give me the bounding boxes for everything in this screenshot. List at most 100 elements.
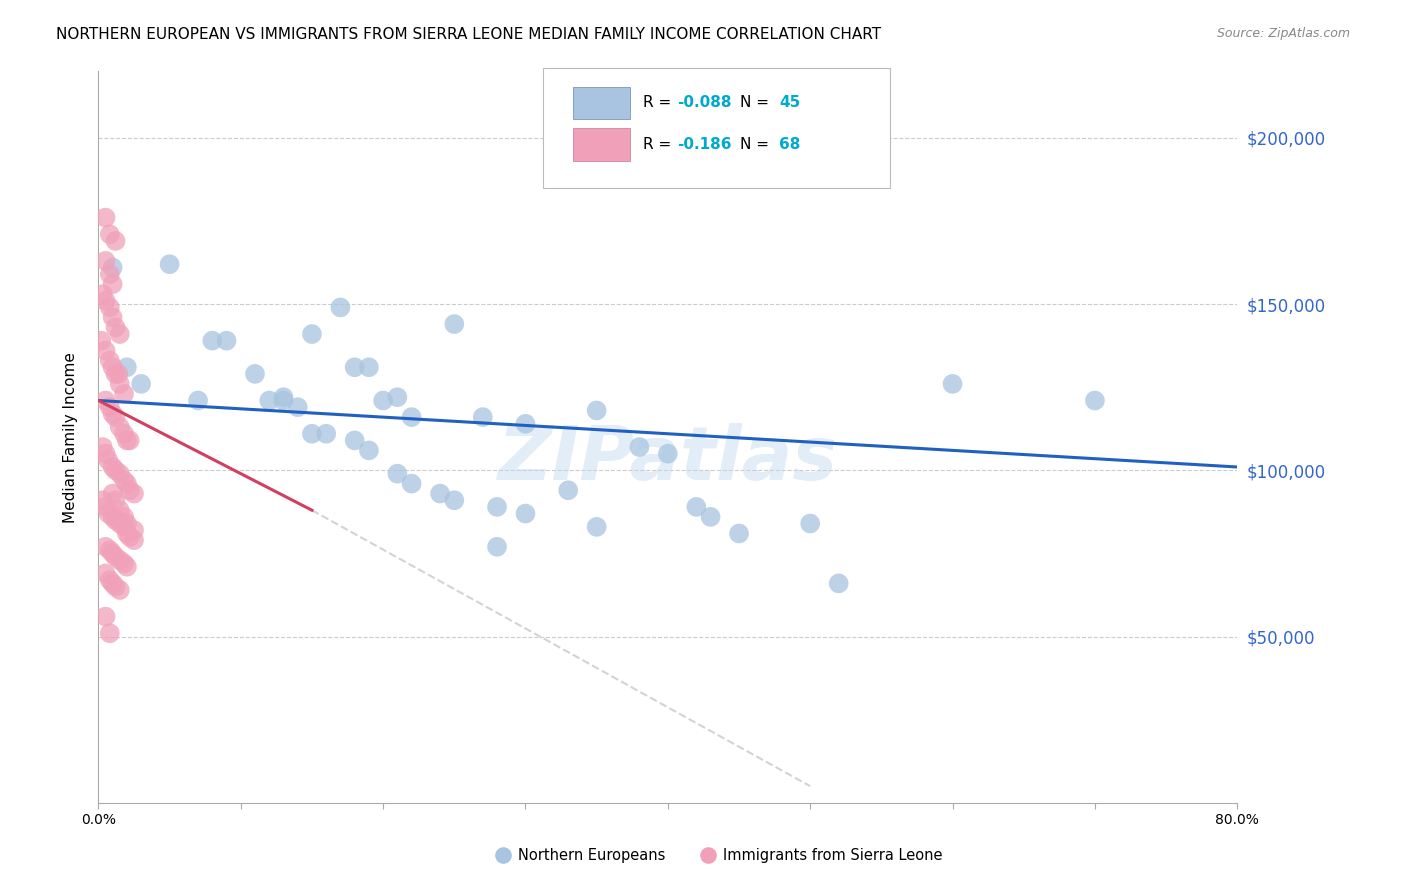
Point (112, 557, 135, 571)
Point (98, 267, 121, 281)
Point (515, 417, 537, 431)
Point (329, 301, 352, 315)
Point (91, 493, 114, 508)
Point (90, 334, 112, 348)
Point (187, 393, 209, 408)
Point (115, 526, 138, 541)
Text: N =: N = (740, 95, 773, 111)
Point (98, 400, 121, 414)
Y-axis label: Median Family Income: Median Family Income (63, 351, 77, 523)
Point (97, 453, 120, 467)
Point (112, 509, 135, 524)
Point (94, 211, 117, 225)
Point (115, 360, 138, 375)
Point (357, 443, 380, 458)
Point (108, 503, 131, 517)
Point (101, 509, 124, 524)
FancyBboxPatch shape (543, 68, 890, 188)
Point (98, 227, 121, 242)
Point (115, 516, 138, 531)
Point (471, 410, 494, 425)
Point (343, 434, 366, 448)
Point (849, 796, 872, 810)
Point (98, 573, 121, 587)
Point (401, 476, 423, 491)
Point (515, 507, 537, 521)
Point (94, 447, 117, 461)
Point (657, 447, 679, 461)
Point (104, 580, 127, 594)
Point (115, 476, 138, 491)
Point (112, 473, 135, 487)
Point (101, 360, 124, 375)
Point (118, 483, 141, 498)
Point (112, 520, 135, 534)
Point (585, 403, 607, 417)
Text: 45: 45 (779, 95, 800, 111)
Point (101, 576, 124, 591)
Point (94, 253, 117, 268)
Text: -0.186: -0.186 (676, 137, 731, 152)
Point (94, 393, 117, 408)
Point (699, 509, 721, 524)
Point (201, 334, 224, 348)
Point (159, 257, 181, 271)
Point (287, 400, 309, 414)
Point (112, 426, 135, 441)
Point (259, 393, 281, 408)
Point (104, 234, 127, 248)
Point (94, 293, 117, 308)
Point (101, 407, 124, 421)
Point (301, 426, 323, 441)
Point (101, 260, 124, 275)
Text: 68: 68 (779, 137, 801, 152)
Point (104, 320, 127, 334)
Point (828, 576, 851, 591)
Point (122, 533, 145, 548)
Point (98, 353, 121, 368)
Point (728, 526, 751, 541)
Point (101, 310, 124, 325)
Point (122, 486, 145, 500)
Point (122, 523, 145, 537)
Point (486, 500, 509, 514)
Point (799, 516, 821, 531)
Point (101, 486, 124, 500)
Point (129, 376, 152, 391)
Text: Source: ZipAtlas.com: Source: ZipAtlas.com (1216, 27, 1350, 40)
Point (685, 500, 707, 514)
Text: Northern Europeans: Northern Europeans (517, 848, 665, 863)
Point (97, 507, 120, 521)
Point (107, 367, 129, 381)
Point (273, 393, 295, 408)
Point (108, 376, 131, 391)
Point (118, 530, 141, 544)
Point (112, 387, 135, 401)
Point (1084, 393, 1107, 408)
Point (357, 360, 380, 375)
Point (343, 360, 366, 375)
Point (91, 440, 114, 454)
Point (108, 582, 131, 597)
Point (98, 301, 121, 315)
Point (443, 493, 465, 508)
Point (401, 410, 423, 425)
Point (94, 566, 117, 581)
Text: Immigrants from Sierra Leone: Immigrants from Sierra Leone (723, 848, 942, 863)
Text: R =: R = (643, 95, 676, 111)
Point (101, 277, 124, 292)
Point (108, 467, 131, 481)
Point (101, 460, 124, 475)
Text: NORTHERN EUROPEAN VS IMMIGRANTS FROM SIERRA LEONE MEDIAN FAMILY INCOME CORRELATI: NORTHERN EUROPEAN VS IMMIGRANTS FROM SIE… (56, 27, 882, 42)
Point (98, 543, 121, 558)
Text: -0.088: -0.088 (676, 95, 731, 111)
Point (98, 626, 121, 640)
Point (115, 434, 138, 448)
Point (94, 500, 117, 514)
Point (94, 540, 117, 554)
Point (118, 434, 141, 448)
Point (387, 390, 409, 404)
Point (94, 609, 117, 624)
Point (104, 493, 127, 508)
Point (215, 334, 238, 348)
